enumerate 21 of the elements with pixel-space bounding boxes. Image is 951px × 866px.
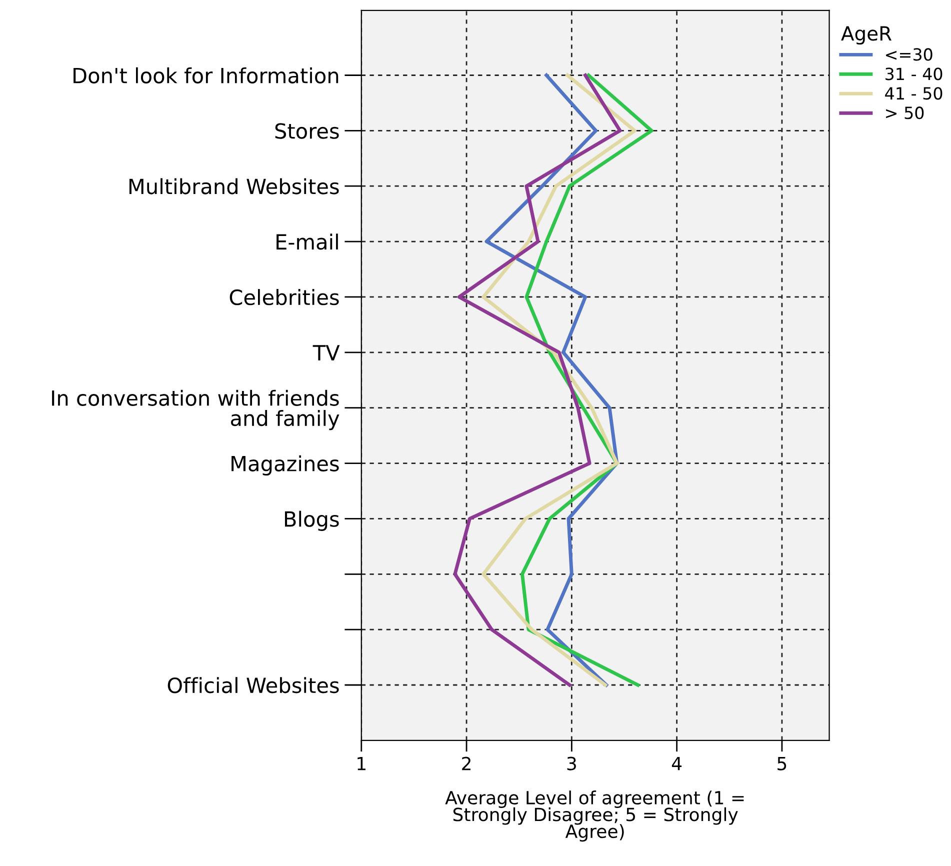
legend-title: AgeR (841, 26, 892, 45)
x-tick-label: 3 (567, 756, 576, 770)
y-tick-label: Magazines (232, 455, 339, 476)
legend-label: 31 - 40 (886, 68, 942, 80)
y-tick-label: E-mail (276, 234, 338, 250)
y-tick-label: Blogs (284, 510, 339, 531)
legend-label: > 50 (886, 106, 924, 120)
y-tick-label: Celebrities (230, 289, 339, 306)
y-tick-label: TV (312, 345, 340, 360)
x-tick-label: 5 (778, 756, 786, 770)
y-tick-label: Official Websites (168, 677, 339, 694)
y-tick-label: Multibrand Websites (129, 178, 339, 194)
y-tick-label: Don't look for Information (74, 67, 338, 84)
y-tick-label: In conversation with friends and family (52, 390, 340, 430)
x-tick-label: 1 (358, 756, 366, 770)
x-tick-label: 4 (672, 756, 682, 770)
y-tick-label: Stores (275, 123, 339, 139)
legend-label: 41 - 50 (885, 87, 942, 100)
legend-label: <=30 (886, 48, 932, 61)
x-tick-label: 2 (462, 756, 470, 770)
x-axis-title: Average Level of agreement (1 = Strongly Disagree; 5 = Strongly Agree) (445, 790, 744, 842)
